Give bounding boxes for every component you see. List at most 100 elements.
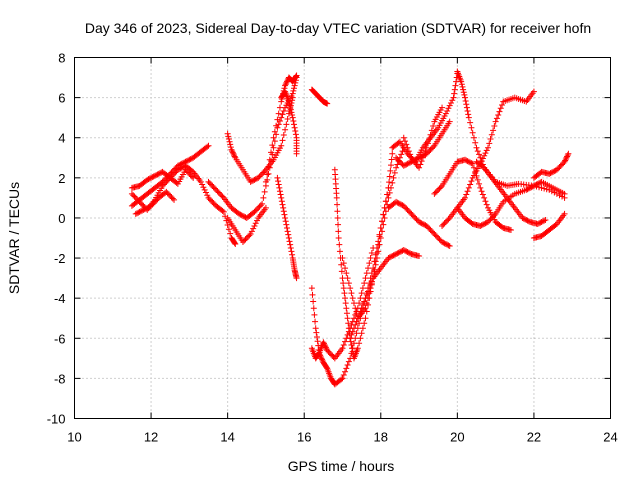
data-point — [132, 194, 139, 201]
data-point — [139, 201, 146, 208]
data-point — [462, 94, 469, 101]
data-point — [251, 176, 258, 183]
data-point — [270, 134, 277, 141]
data-point — [167, 192, 174, 199]
x-tick-label: 10 — [67, 430, 81, 445]
data-point — [458, 78, 465, 85]
data-point — [149, 201, 156, 208]
data-point — [284, 228, 291, 235]
data-point — [363, 300, 370, 307]
data-point — [284, 116, 291, 123]
data-point — [273, 131, 280, 138]
data-point — [265, 170, 272, 177]
data-point — [251, 222, 258, 229]
data-point — [520, 215, 527, 222]
data-point — [322, 343, 329, 350]
data-point — [460, 86, 467, 93]
data-point — [458, 81, 465, 88]
data-point — [481, 220, 488, 227]
data-point — [352, 335, 359, 342]
data-point — [379, 228, 386, 235]
data-point — [201, 186, 208, 193]
data-point — [342, 300, 349, 307]
y-tick-label: -8 — [54, 371, 66, 386]
data-point — [334, 214, 341, 221]
data-point — [210, 200, 217, 207]
data-point — [464, 107, 471, 114]
data-point — [246, 232, 253, 239]
data-point — [483, 147, 490, 154]
data-point — [252, 176, 259, 183]
data-point — [279, 111, 286, 118]
data-point — [534, 180, 541, 187]
data-point — [366, 290, 373, 297]
data-point — [242, 236, 249, 243]
data-point — [396, 200, 403, 207]
data-point — [417, 154, 424, 161]
data-point — [173, 179, 180, 186]
data-point — [402, 162, 409, 169]
data-point — [155, 170, 162, 177]
data-point — [353, 310, 360, 317]
data-point — [287, 245, 294, 252]
data-point — [441, 240, 448, 247]
data-point — [404, 206, 411, 213]
data-point — [188, 167, 195, 174]
data-point — [348, 290, 355, 297]
data-point — [478, 188, 485, 195]
data-point — [243, 235, 250, 241]
data-point — [248, 178, 255, 185]
data-point — [141, 206, 148, 213]
data-point — [261, 168, 268, 175]
data-point — [239, 212, 246, 219]
data-point — [188, 173, 195, 180]
y-tick-label: -2 — [54, 251, 66, 266]
data-point — [492, 118, 499, 125]
data-point — [280, 204, 287, 211]
data-point — [499, 223, 506, 230]
data-point — [412, 156, 419, 163]
data-point — [265, 164, 272, 171]
data-series — [454, 178, 568, 229]
data-point — [285, 231, 292, 238]
data-point — [245, 233, 252, 240]
data-point — [342, 265, 349, 272]
data-point — [319, 356, 326, 363]
data-point — [482, 198, 489, 205]
data-point — [565, 150, 572, 157]
data-point — [231, 153, 238, 160]
data-point — [534, 220, 541, 227]
data-point — [339, 375, 346, 382]
data-point — [275, 178, 282, 185]
data-point — [398, 151, 405, 158]
data-point — [274, 174, 281, 181]
data-point — [417, 219, 424, 226]
data-point — [290, 118, 297, 125]
y-tick-label: 6 — [58, 91, 65, 106]
data-point — [232, 241, 239, 248]
data-point — [176, 162, 183, 169]
data-point — [148, 174, 155, 181]
data-point — [342, 338, 349, 345]
data-point — [395, 200, 402, 207]
data-point — [313, 329, 320, 336]
data-point — [326, 349, 333, 356]
data-point — [371, 268, 378, 275]
data-point — [423, 222, 430, 229]
y-tick-label: -4 — [54, 291, 66, 306]
data-point — [390, 174, 397, 181]
data-point — [280, 107, 287, 114]
data-point — [183, 168, 190, 175]
data-point — [325, 348, 332, 355]
data-point — [163, 178, 170, 185]
data-point — [357, 335, 364, 342]
data-point — [419, 152, 426, 159]
data-point — [393, 251, 400, 258]
data-point — [315, 350, 322, 357]
data-point — [362, 275, 369, 282]
data-point — [230, 150, 237, 157]
data-point — [532, 182, 539, 189]
data-point — [416, 253, 423, 260]
data-point — [293, 275, 300, 282]
